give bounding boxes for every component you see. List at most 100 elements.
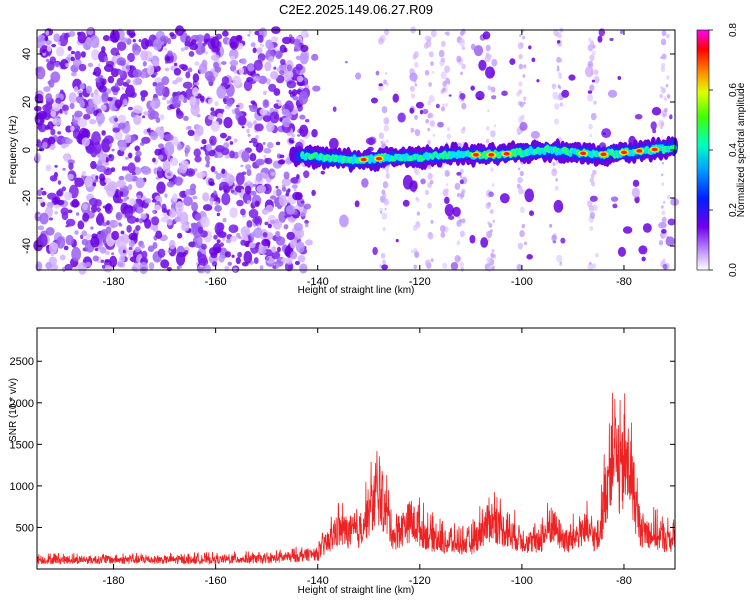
noise-speckle (90, 92, 94, 98)
noise-speckle (642, 223, 652, 233)
noise-speckle (109, 255, 118, 268)
noise-speckle (55, 97, 62, 104)
noise-speckle (39, 98, 44, 104)
noise-speckle (105, 226, 112, 234)
noise-speckle (277, 159, 285, 165)
noise-speckle (132, 77, 142, 86)
noise-speckle (291, 133, 295, 138)
x-tick-label: -120 (409, 575, 431, 587)
noise-speckle (140, 38, 150, 50)
noise-speckle (221, 192, 231, 206)
noise-speckle (311, 53, 319, 61)
noise-speckle (225, 138, 229, 142)
noise-speckle (554, 103, 560, 110)
noise-speckle (136, 206, 143, 214)
noise-speckle (91, 49, 100, 61)
noise-speckle (354, 200, 360, 208)
noise-speckle (241, 171, 247, 176)
noise-speckle (272, 189, 277, 196)
noise-speckle (367, 138, 375, 146)
noise-speckle (320, 170, 325, 175)
noise-speckle (295, 63, 303, 71)
noise-speckle (71, 71, 77, 77)
noise-speckle (214, 153, 218, 158)
noise-speckle (227, 261, 233, 266)
noise-speckle (68, 162, 74, 171)
noise-speckle (275, 50, 283, 60)
noise-speckle (53, 33, 61, 43)
noise-speckle (118, 69, 124, 76)
spectrogram-x-axis: -180 -160 -140 -120 -100 -80 (103, 30, 632, 288)
noise-speckle (233, 69, 238, 74)
noise-speckle (559, 262, 562, 267)
noise-speckle (116, 77, 124, 87)
noise-speckle (425, 39, 432, 48)
noise-speckle (50, 128, 56, 136)
noise-speckle (45, 92, 53, 102)
noise-speckle (91, 204, 98, 213)
noise-speckle (97, 63, 101, 68)
noise-speckle (276, 99, 280, 103)
noise-speckle (153, 204, 162, 211)
noise-speckle (275, 230, 281, 238)
noise-speckle (259, 43, 265, 48)
noise-speckle (666, 33, 670, 39)
noise-speckle (45, 164, 52, 172)
noise-speckle (157, 248, 166, 258)
noise-speckle (45, 39, 52, 45)
noise-speckle (432, 133, 436, 137)
noise-speckle (440, 71, 447, 80)
noise-speckle (36, 189, 43, 197)
noise-speckle (178, 164, 188, 174)
noise-speckle (183, 115, 189, 122)
noise-speckle (90, 235, 100, 248)
signal-hotspot (375, 156, 382, 161)
noise-speckle (519, 121, 528, 131)
noise-speckle (79, 100, 85, 109)
noise-speckle (134, 145, 141, 152)
noise-speckle (660, 38, 667, 46)
noise-speckle (45, 58, 50, 63)
noise-speckle (240, 58, 247, 65)
noise-speckle (384, 207, 387, 211)
noise-speckle (520, 178, 524, 183)
noise-speckle (283, 171, 290, 180)
noise-speckle (108, 155, 112, 158)
noise-speckle (553, 199, 564, 213)
noise-speckle (174, 216, 181, 223)
noise-speckle (665, 83, 669, 88)
noise-speckle (214, 100, 219, 107)
noise-speckle (607, 89, 618, 98)
noise-speckle (487, 109, 490, 112)
noise-speckle (93, 89, 99, 96)
noise-speckle (492, 219, 495, 223)
noise-speckle (262, 141, 266, 145)
x-tick-label: -160 (205, 575, 227, 587)
noise-speckle (285, 204, 296, 215)
noise-speckle (38, 233, 48, 248)
noise-speckle (187, 67, 193, 73)
noise-speckle (92, 94, 102, 106)
noise-speckle (165, 56, 171, 62)
noise-speckle (168, 239, 176, 250)
noise-speckle (40, 187, 44, 191)
noise-speckle (250, 190, 257, 196)
noise-speckle (182, 251, 187, 257)
noise-speckle (305, 239, 313, 246)
noise-speckle (556, 65, 560, 69)
noise-speckle (127, 184, 133, 191)
noise-speckle (491, 95, 497, 100)
noise-speckle (147, 245, 155, 253)
noise-speckle (553, 29, 559, 36)
colorbar-tick-label: 0.8 (728, 23, 739, 37)
noise-speckle (441, 106, 445, 112)
noise-speckle (135, 225, 141, 231)
noise-speckle (486, 256, 492, 264)
noise-speckle (174, 176, 183, 186)
noise-speckle (425, 118, 429, 124)
noise-speckle (122, 249, 126, 254)
noise-speckle (149, 131, 159, 141)
noise-speckle (182, 81, 193, 89)
noise-speckle (414, 251, 420, 259)
noise-speckle (299, 263, 308, 274)
